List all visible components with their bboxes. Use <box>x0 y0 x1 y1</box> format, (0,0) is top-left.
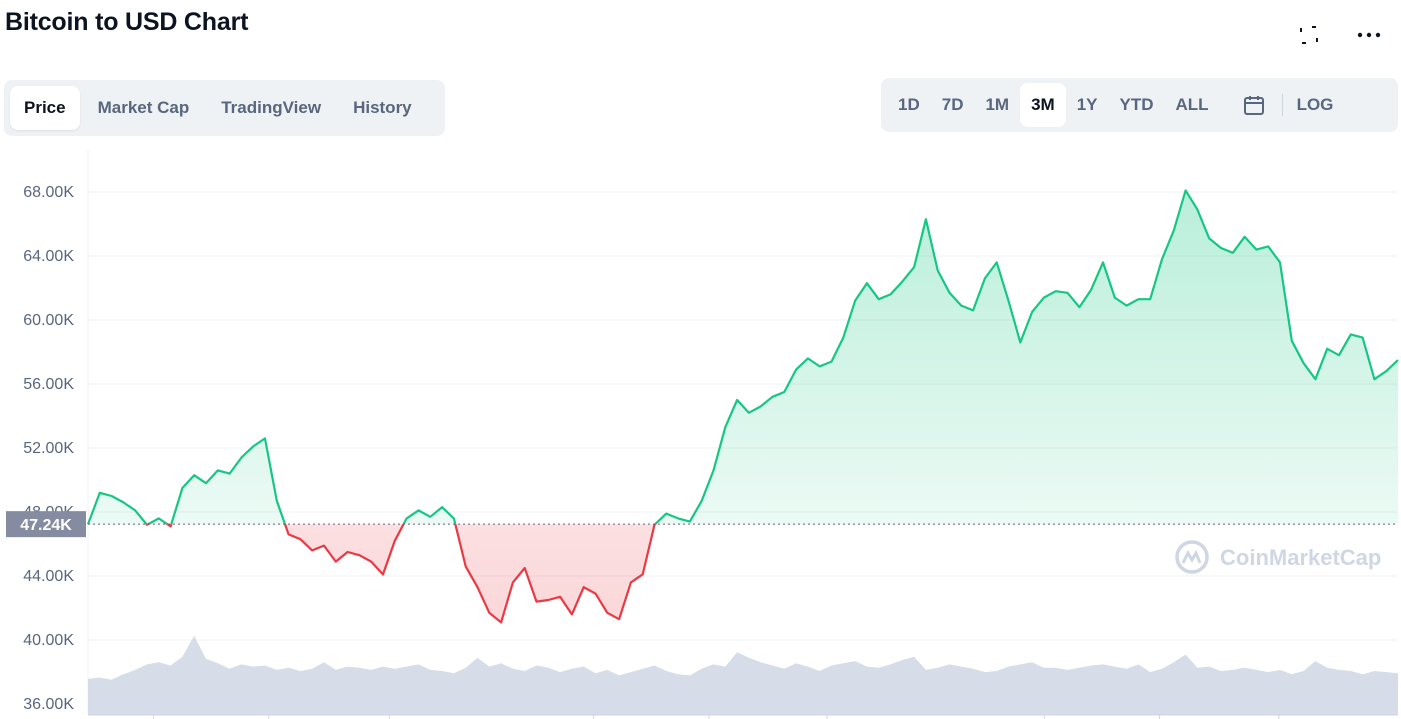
price-area-up <box>88 190 1398 525</box>
range-ytd[interactable]: YTD <box>1119 95 1154 114</box>
fullscreen-icon <box>1300 26 1318 44</box>
date-range-button[interactable] <box>1234 83 1274 127</box>
chart-type-tabs: Price Market Cap TradingView History <box>4 80 445 136</box>
range-3m[interactable]: 3M <box>1020 83 1066 127</box>
price-lines <box>86 189 1399 624</box>
svg-text:CoinMarketCap: CoinMarketCap <box>1220 545 1381 570</box>
price-line-down <box>87 524 657 624</box>
tab-tradingview[interactable]: TradingView <box>221 98 322 117</box>
x-axis <box>88 714 1398 719</box>
range-all[interactable]: ALL <box>1175 95 1209 114</box>
coinmarketcap-watermark: CoinMarketCap <box>1175 540 1381 574</box>
tab-history[interactable]: History <box>353 98 412 117</box>
range-1y[interactable]: 1Y <box>1076 95 1098 114</box>
more-options-button[interactable] <box>1352 18 1386 52</box>
coinmarketcap-logo-icon <box>1175 540 1209 574</box>
range-7d[interactable]: 7D <box>941 95 964 114</box>
page-title: Bitcoin to USD Chart <box>5 8 249 36</box>
range-divider <box>1281 94 1283 116</box>
volume-area <box>88 635 1398 715</box>
y-axis: 68.00K64.00K60.00K56.00K52.00K48.00K44.0… <box>23 184 74 713</box>
current-price-text: 47.24K <box>20 517 72 534</box>
volume-bars <box>88 635 1398 715</box>
log-scale-toggle[interactable]: LOG <box>1296 95 1334 114</box>
range-1d[interactable]: 1D <box>898 95 920 114</box>
y-tick-label: 68.00K <box>23 184 74 201</box>
y-tick-label: 52.00K <box>23 440 74 457</box>
y-tick-label: 64.00K <box>23 248 74 265</box>
tab-price[interactable]: Price <box>10 86 80 130</box>
price-chart: CoinMarketCap 68.00K 64.00K 60.00K 56.00K 52… <box>6 150 1399 719</box>
more-horizontal-icon <box>1357 32 1381 38</box>
fullscreen-button[interactable] <box>1292 18 1326 52</box>
range-1m[interactable]: 1M <box>985 95 1010 114</box>
price-line-up <box>86 189 1399 525</box>
y-tick-label: 40.00K <box>23 632 74 649</box>
y-tick-label: 56.00K <box>23 376 74 393</box>
current-price-label: 47.24K <box>6 511 86 538</box>
time-range-selector: 1D 7D 1M 3M 1Y YTD ALL LOG <box>881 78 1398 132</box>
current-price-badge <box>6 511 86 538</box>
tab-market-cap[interactable]: Market Cap <box>97 98 190 117</box>
y-tick-label: 44.00K <box>23 568 74 585</box>
calendar-icon <box>1243 96 1264 115</box>
price-area <box>88 190 1398 623</box>
y-tick-label: 60.00K <box>23 312 74 329</box>
y-tick-label: 36.00K <box>23 696 74 713</box>
